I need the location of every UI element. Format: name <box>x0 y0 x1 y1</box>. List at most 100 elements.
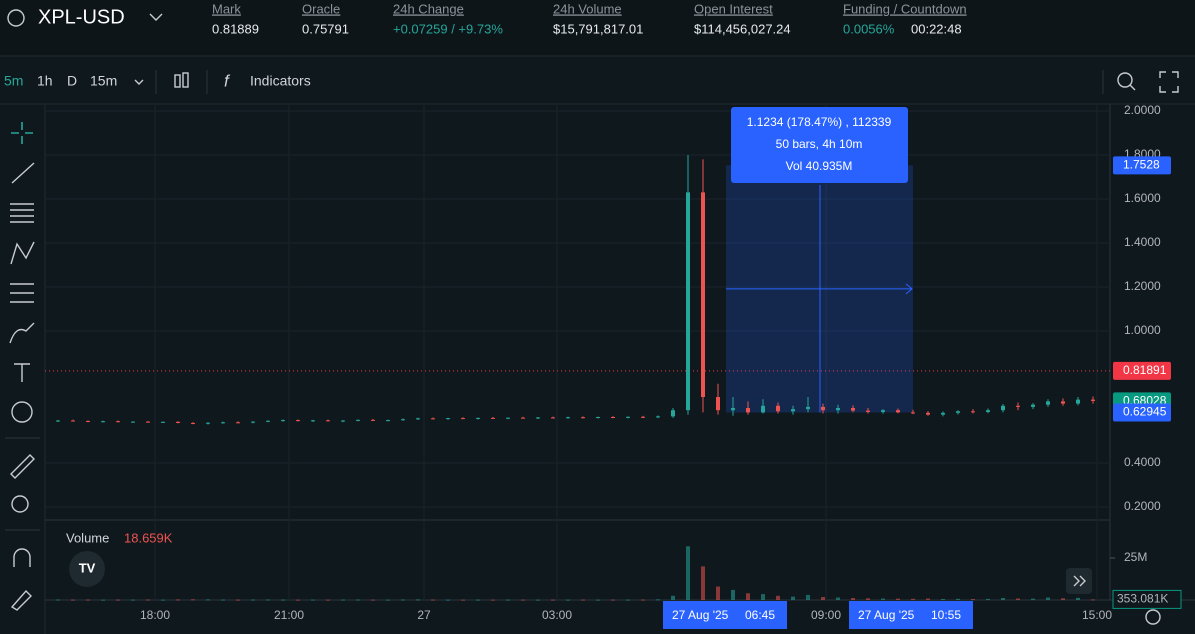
volume-bar <box>251 599 255 601</box>
measure-text: Vol 40.935M <box>786 159 853 173</box>
volume-bar <box>491 599 495 601</box>
projection-tool[interactable] <box>10 283 34 303</box>
x-tick-label: 27 <box>417 608 431 622</box>
stat-value: +0.07259 / +9.73% <box>393 21 503 36</box>
ruler-tool[interactable] <box>10 454 35 479</box>
candle-body <box>1016 405 1020 407</box>
interval-button[interactable]: D <box>67 73 77 89</box>
stat-label: Oracle <box>302 1 340 16</box>
crosshair-tool[interactable] <box>11 122 33 144</box>
volume-bar <box>266 599 270 601</box>
volume-bar <box>326 599 330 601</box>
price-badge-label: 0.62945 <box>1123 405 1167 419</box>
volume-bar <box>416 599 420 601</box>
volume-bar <box>161 599 165 601</box>
candle-body <box>221 422 225 424</box>
volume-bar <box>116 599 120 601</box>
stat-value: $114,456,027.24 <box>694 21 791 36</box>
volume-bar <box>641 599 645 601</box>
volume-bar <box>236 599 240 601</box>
emoji-tool[interactable] <box>11 401 33 423</box>
volume-bar <box>341 599 345 601</box>
fx-icon: f <box>224 71 231 90</box>
volume-bar <box>281 599 285 601</box>
candle-body <box>506 417 510 419</box>
candle-body <box>791 409 795 412</box>
symbol[interactable]: XPL-USD <box>38 6 125 28</box>
candle-body <box>176 421 180 423</box>
candle-body <box>356 419 360 421</box>
zoom-tool[interactable] <box>11 495 29 513</box>
magnet-tool[interactable] <box>13 548 31 567</box>
volume-bar <box>701 566 705 600</box>
candle-type-button[interactable] <box>174 72 189 88</box>
time-badge-time: 06:45 <box>745 608 775 622</box>
volume-bar <box>356 599 360 601</box>
volume-bar <box>686 546 690 600</box>
candle-body <box>881 410 885 412</box>
volume-bar <box>1001 597 1005 600</box>
price-badge <box>1113 156 1171 175</box>
y-tick-label: 0.2000 <box>1124 499 1161 513</box>
interval-dropdown[interactable] <box>134 79 144 85</box>
measure-text: 1.1234 (178.47%) , 112339 <box>747 115 892 129</box>
brush-tool[interactable] <box>9 322 35 344</box>
candle-body <box>851 407 855 411</box>
candle-body <box>821 406 825 411</box>
candle-body <box>971 411 975 413</box>
candle-body <box>131 421 135 423</box>
interval-button[interactable]: 1h <box>37 73 53 89</box>
y-tick-label: 1.6000 <box>1124 191 1161 205</box>
time-badge-time: 10:55 <box>931 608 961 622</box>
volume-bar <box>986 598 990 600</box>
volume-bar <box>746 593 750 600</box>
scroll-button[interactable] <box>1066 568 1092 594</box>
settings-button[interactable] <box>1145 609 1161 625</box>
header-bar <box>0 0 1195 55</box>
candle-body <box>866 410 870 412</box>
measure-tooltip <box>731 107 908 183</box>
candle-body <box>206 422 210 424</box>
candle-body <box>101 421 105 423</box>
volume-bar <box>371 599 375 601</box>
candle-body <box>806 406 810 410</box>
candle-body <box>1001 405 1005 411</box>
price-badge <box>1113 361 1171 380</box>
indicators-button[interactable]: Indicators <box>250 73 311 89</box>
candle-body <box>236 422 240 424</box>
volume-bar <box>176 599 180 601</box>
screenshot-button[interactable] <box>1117 72 1136 91</box>
lock-tool[interactable] <box>10 589 32 611</box>
candle-body <box>731 407 735 411</box>
candle-body <box>641 416 645 418</box>
candle-body <box>896 410 900 413</box>
volume-bar <box>461 599 465 601</box>
interval-button[interactable]: 15m <box>90 73 117 89</box>
volume-bar <box>146 599 150 601</box>
symbol-dropdown[interactable] <box>149 13 163 21</box>
volume-bar <box>611 599 615 601</box>
fullscreen-button[interactable] <box>1159 71 1179 93</box>
candle-body <box>476 417 480 419</box>
candle-body <box>536 417 540 419</box>
volume-bar <box>881 598 885 600</box>
candle-body <box>431 418 435 420</box>
stat-value: $15,791,817.01 <box>553 21 643 36</box>
y-tick-label: 1.0000 <box>1124 323 1161 337</box>
pattern-tool[interactable] <box>10 241 35 265</box>
volume-bar <box>311 599 315 601</box>
y-tick-label: 1.2000 <box>1124 279 1161 293</box>
volume-bar <box>911 598 915 600</box>
trendline-tool[interactable] <box>11 162 35 184</box>
chart: 2.00001.80001.60001.40001.20001.00000.40… <box>45 103 1182 629</box>
text-tool[interactable] <box>14 363 30 382</box>
fib-tool[interactable] <box>10 203 34 223</box>
volume-bar <box>971 598 975 600</box>
volume-bar <box>206 599 210 601</box>
candle-body <box>86 420 90 422</box>
interval-button[interactable]: 5m <box>4 73 23 89</box>
y-tick-label: 0.4000 <box>1124 455 1161 469</box>
x-tick-label: 03:00 <box>542 608 572 622</box>
volume-bar <box>191 599 195 601</box>
stat-label: Funding / Countdown <box>843 1 967 16</box>
